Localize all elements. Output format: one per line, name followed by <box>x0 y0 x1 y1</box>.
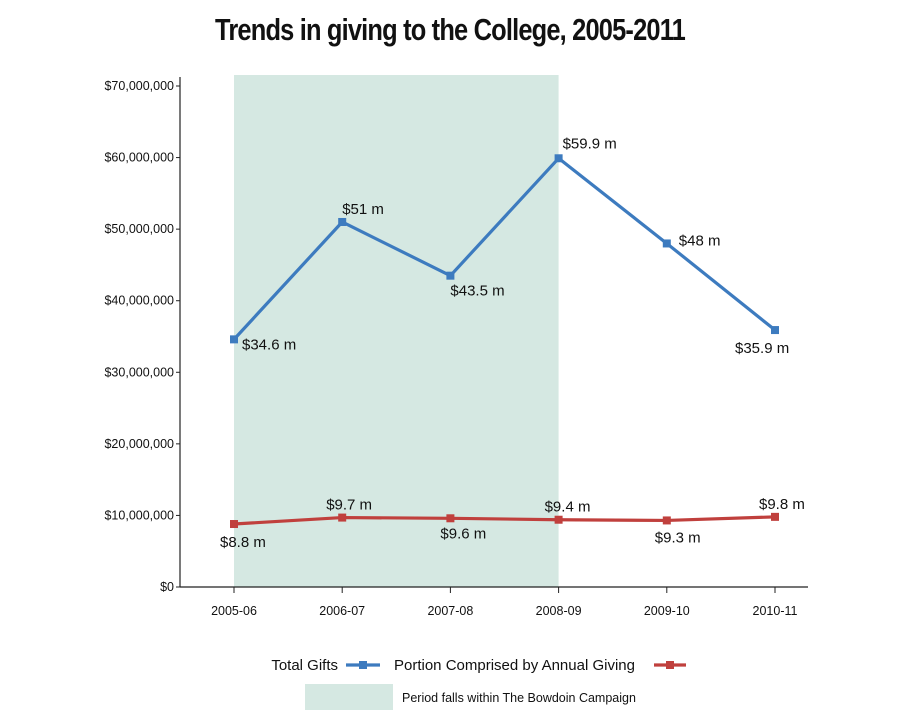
y-tick-label: $20,000,000 <box>104 437 174 451</box>
y-tick-label: $60,000,000 <box>104 151 174 165</box>
data-point <box>771 512 779 521</box>
data-label: $9.4 m <box>545 499 591 516</box>
data-label: $9.3 m <box>655 529 701 546</box>
x-tick-label: 2009-10 <box>644 604 690 618</box>
data-labels: $34.6 m $51 m $43.5 m $59.9 m $48 m $35.9 m $8… <box>220 135 805 551</box>
legend-swatch-campaign <box>305 684 393 710</box>
data-label: $9.7 m <box>326 497 372 514</box>
y-tick-label: $50,000,000 <box>104 222 174 236</box>
y-tick-label: $70,000,000 <box>104 79 174 93</box>
data-label: $9.8 m <box>759 496 805 513</box>
legend-label-campaign: Period falls within The Bowdoin Campaign <box>402 691 636 705</box>
data-label: $8.8 m <box>220 534 266 551</box>
data-point <box>230 520 238 529</box>
x-tick-label: 2005-06 <box>211 604 257 618</box>
data-point <box>771 326 779 335</box>
x-tick-label: 2008-09 <box>536 604 582 618</box>
data-label: $43.5 m <box>450 283 504 300</box>
data-point <box>230 335 238 344</box>
campaign-period-shading <box>234 75 559 587</box>
y-tick-label: $0 <box>160 580 174 594</box>
series-line-annual-giving <box>233 515 776 526</box>
legend-marker-annual-giving <box>666 661 674 669</box>
data-point <box>446 514 455 523</box>
x-tick-label: 2010-11 <box>753 604 798 618</box>
data-point <box>338 513 347 522</box>
legend-label-annual-giving: Portion Comprised by Annual Giving <box>394 657 635 674</box>
data-point <box>662 239 671 248</box>
x-tick-label: 2006-07 <box>319 604 365 618</box>
series <box>230 154 779 529</box>
data-label: $35.9 m <box>735 340 789 357</box>
data-label: $51 m <box>342 201 384 218</box>
legend-label-total-gifts: Total Gifts <box>271 657 338 674</box>
data-point <box>662 516 671 525</box>
x-tick-label: 2007-08 <box>427 604 473 618</box>
data-label: $9.6 m <box>440 525 486 542</box>
data-point <box>554 515 563 524</box>
axes: $0 $10,000,000 $20,000,000 $30,000,000 $40,0… <box>104 77 808 618</box>
campaign-shaded-region <box>234 75 559 587</box>
data-point <box>446 271 455 280</box>
data-label: $34.6 m <box>242 336 296 353</box>
data-point <box>554 154 563 163</box>
data-label: $59.9 m <box>563 135 617 152</box>
y-tick-label: $40,000,000 <box>104 294 174 308</box>
series-line-total-gifts <box>232 156 776 341</box>
data-point <box>338 217 347 226</box>
y-tick-label: $10,000,000 <box>104 508 174 522</box>
legend: Total Gifts Portion Comprised by Annual G… <box>271 657 686 710</box>
data-label: $48 m <box>679 232 721 249</box>
y-tick-label: $30,000,000 <box>104 365 174 379</box>
chart-title: Trends in giving to the College, 2005-20… <box>215 12 686 47</box>
legend-marker-total-gifts <box>359 661 367 669</box>
